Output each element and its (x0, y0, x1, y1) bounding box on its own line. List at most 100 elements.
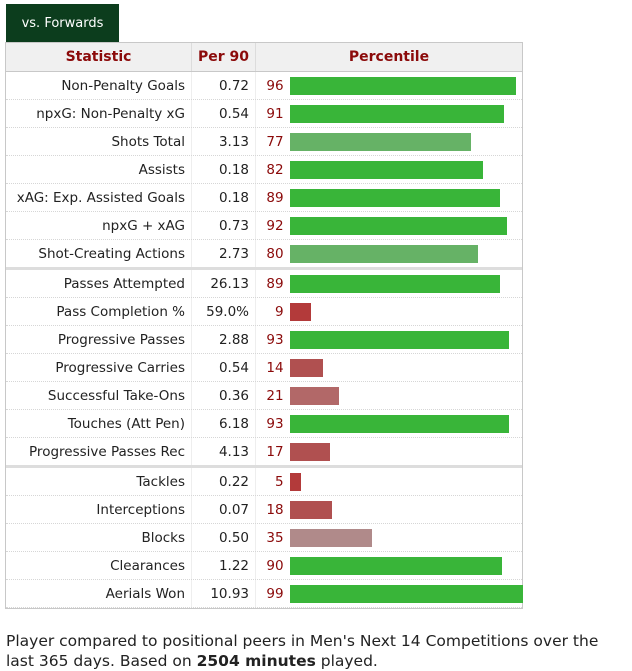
percentile-value: 17 (266, 443, 284, 460)
table-row: npxG: Non-Penalty xG 0.54 91 (6, 100, 522, 128)
header-percentile[interactable]: Percentile (348, 49, 430, 65)
percentile-bar-track (289, 302, 522, 321)
percentile-cell: 93 (256, 326, 522, 353)
per90-value: 0.22 (192, 468, 256, 495)
percentile-bar-track (289, 386, 522, 405)
percentile-bar-track (289, 216, 522, 235)
comparison-note: Player compared to positional peers in M… (6, 631, 630, 671)
percentile-bar-track (289, 160, 522, 179)
percentile-bar (289, 472, 302, 491)
stat-name[interactable]: Blocks (6, 524, 192, 551)
table-body: Non-Penalty Goals 0.72 96 npxG: Non-Penalty… (6, 72, 524, 608)
stat-name[interactable]: npxG: Non-Penalty xG (6, 100, 192, 127)
tab-vs-forwards[interactable]: vs. Forwards (6, 4, 119, 42)
percentile-cell: 99 (256, 580, 524, 607)
table-row: Successful Take-Ons 0.36 21 (6, 382, 522, 410)
stat-name[interactable]: Aerials Won (6, 580, 192, 607)
stat-name[interactable]: Assists (6, 156, 192, 183)
stat-name[interactable]: Tackles (6, 468, 192, 495)
percentile-bar (289, 188, 500, 207)
percentile-cell: 89 (256, 184, 522, 211)
percentile-value: 96 (266, 77, 284, 94)
per90-value: 10.93 (192, 580, 256, 607)
percentile-bar-track (289, 358, 522, 377)
percentile-bar-track (289, 188, 522, 207)
percentile-value: 35 (266, 529, 284, 546)
percentile-value: 21 (266, 387, 284, 404)
percentile-bar-track (289, 528, 522, 547)
scouting-report-table: Statistic Per 90 Percentile Non-Penalty … (5, 42, 524, 609)
stat-name[interactable]: xAG: Exp. Assisted Goals (6, 184, 192, 211)
percentile-value: 18 (266, 501, 284, 518)
stat-name[interactable]: Pass Completion % (6, 298, 192, 325)
percentile-value: 14 (266, 359, 284, 376)
per90-value: 59.0% (192, 298, 256, 325)
percentile-cell: 77 (256, 128, 522, 155)
percentile-cell: 90 (256, 552, 522, 579)
percentile-bar-track (289, 442, 522, 461)
percentile-cell: 92 (256, 212, 522, 239)
header-statistic[interactable]: Statistic (6, 43, 192, 71)
stat-name[interactable]: Non-Penalty Goals (6, 72, 192, 99)
table-row: Clearances 1.22 90 (6, 552, 522, 580)
percentile-bar-track (289, 132, 522, 151)
percentile-cell: 82 (256, 156, 522, 183)
note-text-end: played. (315, 652, 378, 670)
per90-value: 0.36 (192, 382, 256, 409)
percentile-cell: 14 (256, 354, 522, 381)
per90-value: 0.18 (192, 156, 256, 183)
percentile-value: 77 (266, 133, 284, 150)
per90-value: 0.73 (192, 212, 256, 239)
percentile-bar (289, 216, 507, 235)
percentile-bar-track (289, 104, 522, 123)
percentile-value: 91 (266, 105, 284, 122)
stat-name[interactable]: Touches (Att Pen) (6, 410, 192, 437)
percentile-value: 5 (274, 473, 284, 490)
per90-value: 0.18 (192, 184, 256, 211)
stat-name[interactable]: Interceptions (6, 496, 192, 523)
percentile-bar (289, 556, 502, 575)
percentile-bar-track (289, 244, 522, 263)
per90-value: 0.72 (192, 72, 256, 99)
stat-name[interactable]: Shot-Creating Actions (6, 240, 192, 267)
stat-name[interactable]: Successful Take-Ons (6, 382, 192, 409)
table-row: Tackles 0.22 5 (6, 468, 522, 496)
header-per90[interactable]: Per 90 (192, 43, 256, 71)
stat-name[interactable]: Clearances (6, 552, 192, 579)
table-header: Statistic Per 90 Percentile (6, 43, 522, 72)
percentile-cell: 9 (256, 298, 522, 325)
percentile-bar (289, 160, 484, 179)
table-row: Pass Completion % 59.0% 9 (6, 298, 522, 326)
percentile-cell: 21 (256, 382, 522, 409)
percentile-bar-track (289, 76, 522, 95)
percentile-cell: 5 (256, 468, 522, 495)
stat-name[interactable]: Progressive Passes (6, 326, 192, 353)
percentile-bar (289, 442, 330, 461)
table-row: Shot-Creating Actions 2.73 80 (6, 240, 522, 270)
percentile-bar (289, 244, 479, 263)
stat-name[interactable]: Progressive Carries (6, 354, 192, 381)
stat-name[interactable]: npxG + xAG (6, 212, 192, 239)
table-row: Progressive Passes 2.88 93 (6, 326, 522, 354)
percentile-bar (289, 302, 311, 321)
table-row: Progressive Carries 0.54 14 (6, 354, 522, 382)
per90-value: 0.50 (192, 524, 256, 551)
percentile-cell: 35 (256, 524, 522, 551)
stat-name[interactable]: Passes Attempted (6, 270, 192, 297)
percentile-value: 80 (266, 245, 284, 262)
percentile-cell: 93 (256, 410, 522, 437)
percentile-bar (289, 584, 524, 603)
percentile-bar-track (289, 274, 522, 293)
table-row: Touches (Att Pen) 6.18 93 (6, 410, 522, 438)
percentile-value: 93 (266, 331, 284, 348)
table-row: Interceptions 0.07 18 (6, 496, 522, 524)
table-row: npxG + xAG 0.73 92 (6, 212, 522, 240)
percentile-bar-track (289, 556, 522, 575)
percentile-cell: 17 (256, 438, 522, 465)
stat-name[interactable]: Shots Total (6, 128, 192, 155)
per90-value: 3.13 (192, 128, 256, 155)
percentile-bar (289, 76, 517, 95)
percentile-value: 93 (266, 415, 284, 432)
percentile-bar-track (289, 584, 524, 603)
stat-name[interactable]: Progressive Passes Rec (6, 438, 192, 465)
